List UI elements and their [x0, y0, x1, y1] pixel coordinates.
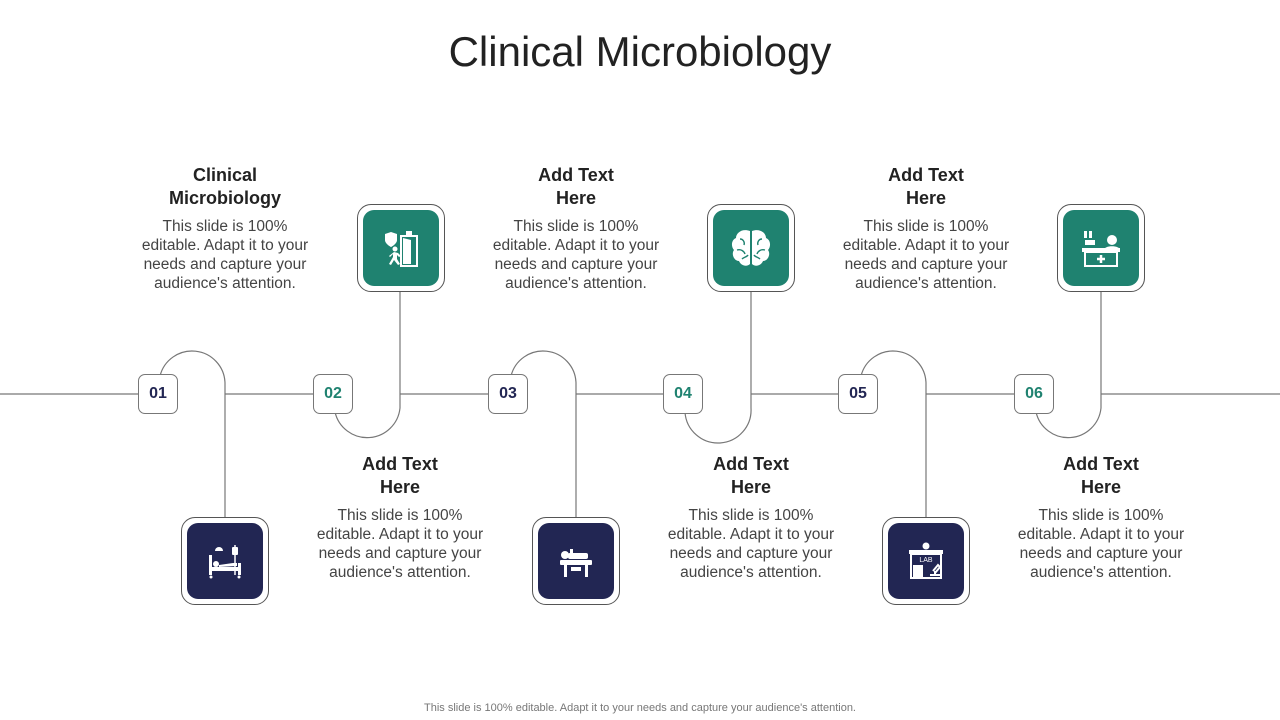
step-body: This slide is 100% editable. Adapt it to… [316, 507, 484, 581]
step-body: This slide is 100% editable. Adapt it to… [1017, 507, 1185, 581]
step-text-02: Add Text Here This slide is 100% editabl… [315, 453, 485, 582]
step-number-05: 05 [838, 374, 878, 414]
emergency-exit-icon [385, 231, 418, 267]
step-heading: Clinical Microbiology [169, 165, 281, 208]
lab-sign-text: LAB [919, 557, 933, 564]
step-text-05: Add Text Here This slide is 100% editabl… [841, 164, 1011, 293]
step-heading: Add Text Here [362, 454, 438, 497]
step-body: This slide is 100% editable. Adapt it to… [667, 507, 835, 581]
step-text-03: Add Text Here This slide is 100% editabl… [491, 164, 661, 293]
reception-desk-icon [1082, 231, 1120, 267]
slide-title: Clinical Microbiology [448, 28, 832, 75]
connector-02 [334, 291, 401, 439]
step-icon-box-01 [181, 517, 269, 605]
connector-01 [159, 350, 226, 517]
step-number-01: 01 [138, 374, 178, 414]
footer-note: This slide is 100% editable. Adapt it to… [424, 702, 856, 714]
step-text-04: Add Text Here This slide is 100% editabl… [666, 453, 836, 582]
connector-06 [1035, 291, 1102, 439]
step-body: This slide is 100% editable. Adapt it to… [842, 218, 1010, 292]
step-number-03: 03 [488, 374, 528, 414]
hospital-bed-icon [209, 545, 241, 579]
step-heading: Add Text Here [538, 165, 614, 208]
step-icon-box-03 [532, 517, 620, 605]
step-icon-box-06 [1057, 204, 1145, 292]
step-text-01: Clinical Microbiology This slide is 100%… [140, 164, 310, 293]
step-body: This slide is 100% editable. Adapt it to… [141, 218, 309, 292]
step-heading: Add Text Here [1063, 454, 1139, 497]
step-icon-box-02 [357, 204, 445, 292]
step-icon-box-05: LAB [882, 517, 970, 605]
connector-05 [860, 350, 927, 517]
lab-icon: LAB [909, 542, 943, 579]
step-text-06: Add Text Here This slide is 100% editabl… [1016, 453, 1186, 582]
patient-table-icon [560, 549, 592, 577]
step-number-06: 06 [1014, 374, 1054, 414]
connector-03 [510, 350, 577, 517]
step-number-04: 04 [663, 374, 703, 414]
step-heading: Add Text Here [888, 165, 964, 208]
step-heading: Add Text Here [713, 454, 789, 497]
step-number-02: 02 [313, 374, 353, 414]
brain-icon [731, 230, 771, 266]
connector-04 [684, 291, 752, 444]
step-body: This slide is 100% editable. Adapt it to… [492, 218, 660, 292]
step-icon-box-04 [707, 204, 795, 292]
